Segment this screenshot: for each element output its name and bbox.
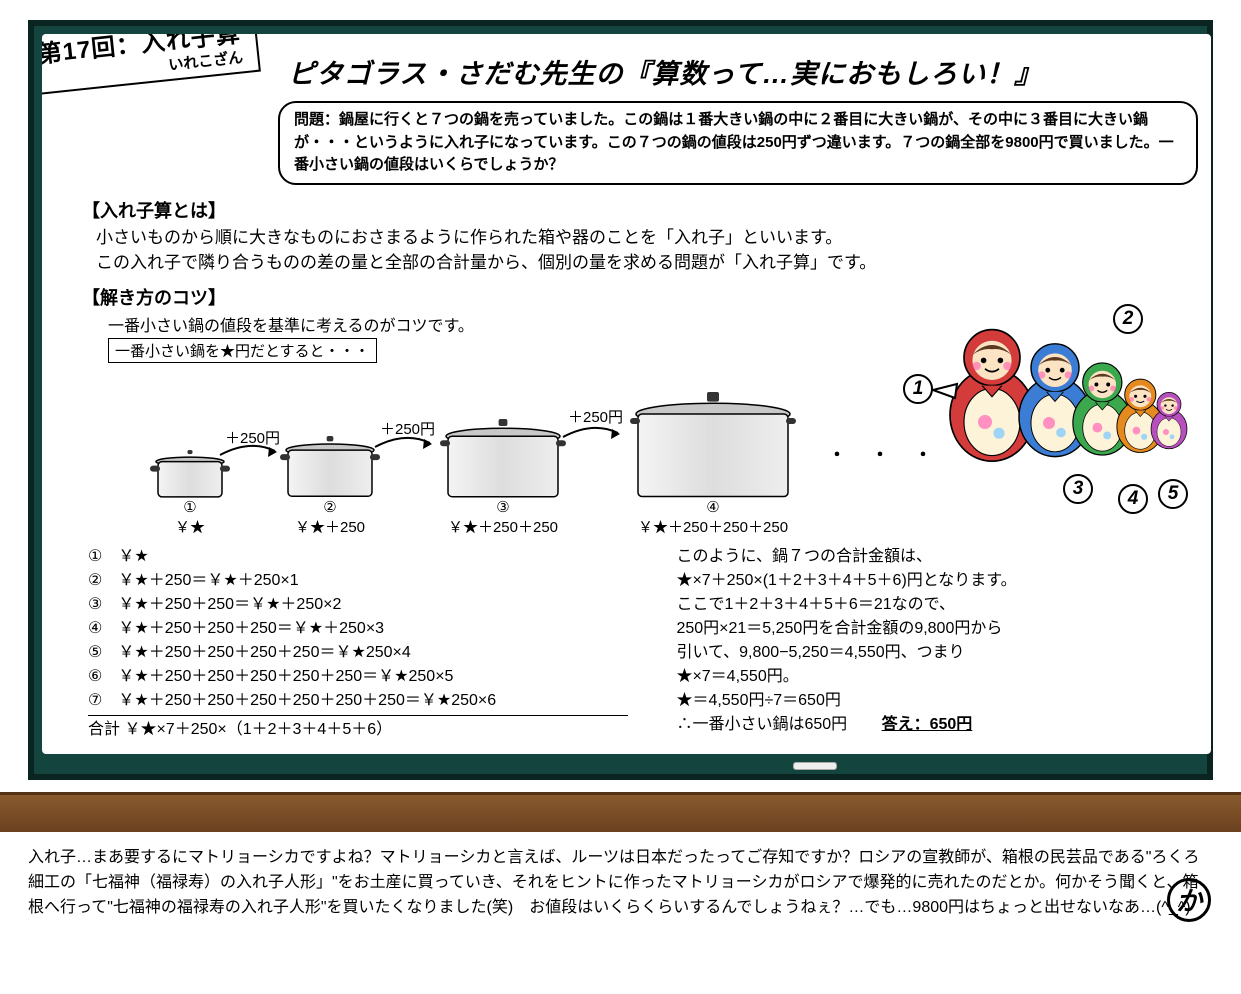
footer-body: 入れ子…まあ要するにマトリョーシカですよね？マトリョーシカと言えば、ルーツは日本…: [28, 849, 1199, 916]
matryoshka-dolls: 12345: [923, 284, 1203, 504]
page-title: ピタゴラス・さだむ先生の『算数って…実におもしろい！』: [288, 52, 1185, 91]
calc-line: ① ￥★: [88, 545, 646, 569]
footer-text: 入れ子…まあ要するにマトリョーシカですよね？マトリョーシカと言えば、ルーツは日本…: [0, 800, 1241, 930]
pot-4: [628, 390, 798, 503]
explain-line: このように、鍋７つの合計金額は、: [676, 545, 1185, 569]
pot-label-4: ④￥★＋250＋250＋250: [598, 498, 828, 537]
calc-line: ④ ￥★＋250＋250＋250＝￥★＋250×3: [88, 617, 646, 641]
signature-circle: か: [1167, 878, 1211, 922]
explain-line: ★×7＝4,550円。: [676, 665, 1185, 689]
chalkboard: 📌 第17回：入れ子算 いれこざん ピタゴラス・さだむ先生の『算数って…実におも…: [28, 20, 1213, 780]
arrow-icon: [370, 429, 440, 458]
intro-text: 小さいものから順に大きなものにおさまるように作られた箱や器のことを「入れ子」とい…: [96, 225, 1185, 276]
left-column: ① ￥★② ￥★＋250＝￥★＋250×1③ ￥★＋250＋250＝￥★＋250…: [88, 545, 646, 742]
explain-line: 引いて、9,800−5,250＝4,550円、つまり: [676, 641, 1185, 665]
calc-line: ③ ￥★＋250＋250＝￥★＋250×2: [88, 593, 646, 617]
arrow-icon: [215, 437, 285, 466]
doll-number-2: 2: [1113, 304, 1143, 334]
doll-number-1: 1: [903, 374, 933, 404]
lesson-card: 📌 第17回：入れ子算 いれこざん: [42, 34, 261, 96]
explain-line: ここで1＋2＋3＋4＋5＋6＝21なので、: [676, 593, 1185, 617]
doll-number-4: 4: [1118, 484, 1148, 514]
tip-box: 一番小さい鍋を★円だとすると・・・: [108, 338, 377, 363]
calculation-columns: ① ￥★② ￥★＋250＝￥★＋250×1③ ￥★＋250＋250＝￥★＋250…: [68, 545, 1185, 742]
explain-line: ★×7＋250×(1＋2＋3＋4＋5＋6)円となります。: [676, 569, 1185, 593]
intro-heading: 【入れ子算とは】: [82, 197, 1185, 223]
doll-number-5: 5: [1158, 479, 1188, 509]
calc-line: ⑥ ￥★＋250＋250＋250＋250＋250＝￥★250×5: [88, 665, 646, 689]
sum-line: 合計 ￥★×7＋250×（1＋2＋3＋4＋5＋6）: [88, 718, 646, 742]
right-column: このように、鍋７つの合計金額は、★×7＋250×(1＋2＋3＋4＋5＋6)円とな…: [676, 545, 1185, 742]
arrow-icon: [558, 419, 628, 448]
question-box: 問題：鍋屋に行くと７つの鍋を売っていました。この鍋は１番大きい鍋の中に２番目に大…: [278, 101, 1198, 185]
chalk-icon: [793, 762, 837, 770]
pot-3: [438, 417, 568, 503]
conclusion: ∴一番小さい鍋は650円: [676, 716, 847, 733]
pot-2: [278, 434, 382, 502]
calc-line: ⑤ ￥★＋250＋250＋250＋250＝￥★250×4: [88, 641, 646, 665]
board-container: 📌 第17回：入れ子算 いれこざん ピタゴラス・さだむ先生の『算数って…実におも…: [0, 0, 1241, 800]
calc-line: ⑦ ￥★＋250＋250＋250＋250＋250＋250＝￥★250×6: [88, 689, 646, 713]
pot-label-3: ③￥★＋250＋250: [408, 498, 598, 537]
explain-line: ★＝4,550円÷7＝650円: [676, 689, 1185, 713]
pot-label-1: ①￥★: [118, 498, 262, 537]
explain-line: 250円×21＝5,250円を合計金額の9,800円から: [676, 617, 1185, 641]
calc-line: ② ￥★＋250＝￥★＋250×1: [88, 569, 646, 593]
callout-line: [931, 382, 961, 407]
pot-label-2: ②￥★＋250: [248, 498, 412, 537]
paper-sheet: 📌 第17回：入れ子算 いれこざん ピタゴラス・さだむ先生の『算数って…実におも…: [42, 34, 1211, 754]
doll-number-3: 3: [1063, 474, 1093, 504]
divider: [88, 715, 628, 716]
answer: 答え：650円: [882, 716, 973, 733]
doll-5: [1148, 390, 1190, 455]
